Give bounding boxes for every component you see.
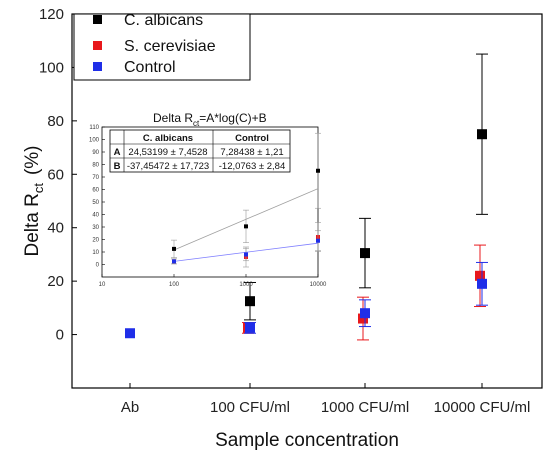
y-tick-label: 60 — [47, 166, 64, 183]
y-tick-label: 120 — [39, 6, 64, 23]
legend-label-control: Control — [124, 59, 176, 76]
data-point-control — [125, 328, 135, 339]
x-tick-label: 100 CFU/ml — [210, 399, 290, 416]
x-tick-label: 10000 CFU/ml — [434, 399, 531, 416]
fit-table-row-a-control: 7,28438 ± 1,21 — [220, 147, 283, 158]
fit-table-header-control: Control — [235, 133, 269, 144]
legend-marker-s-cerevisiae — [93, 41, 102, 50]
inset-y-tick-label: 110 — [89, 125, 99, 131]
y-axis-title-main: Delta R — [22, 193, 43, 256]
inset-title: Delta Rct=A*log(C)+B — [153, 111, 267, 128]
legend-label-c-albicans: C. albicans — [124, 12, 203, 29]
x-tick-label: 1000 CFU/ml — [321, 399, 409, 416]
inset-x-tick-label: 10000 — [310, 282, 327, 288]
legend-label-s-cerevisiae: S. cerevisiae — [124, 38, 216, 55]
inset-data-point-control — [172, 259, 176, 264]
fit-table: C. albicans Control A 24,53199 ± 7,4528 … — [109, 129, 291, 173]
data-point-s-cerevisiae — [358, 313, 368, 324]
legend-box — [73, 13, 251, 81]
inset-data-point-c-albicans — [172, 246, 176, 251]
data-point-control — [477, 278, 487, 289]
data-point-control — [360, 308, 370, 319]
inset-title-sub: ct — [193, 119, 200, 128]
inset-y-tick-label: 30 — [92, 225, 99, 231]
x-axis-title: Sample concentration — [215, 430, 399, 451]
inset-y-tick-label: 10 — [92, 250, 99, 256]
fit-table-header-c-albicans: C. albicans — [143, 133, 193, 144]
inset-title-rest: =A*log(C)+B — [199, 111, 266, 125]
y-tick-label: 0 — [56, 327, 64, 344]
inset-y-tick-label: 90 — [92, 150, 99, 156]
data-point-control — [245, 322, 255, 333]
inset-data-point-c-albicans — [244, 224, 248, 229]
y-axis-title-unit: (%) — [22, 145, 43, 175]
y-axis-title-sub: ct — [31, 183, 46, 194]
legend-marker-c-albicans — [93, 15, 102, 24]
fit-table-row-b-control: -12,0763 ± 2,84 — [219, 161, 286, 172]
inset-y-tick-label: 60 — [92, 188, 99, 194]
legend: C. albicans S. cerevisiae Control — [73, 12, 251, 81]
y-tick-label: 20 — [47, 273, 64, 290]
y-axis-title: Delta Rct (%) — [22, 145, 46, 256]
inset-y-tick-label: 70 — [92, 175, 99, 181]
legend-marker-control — [93, 62, 102, 71]
data-point-c-albicans — [245, 296, 255, 307]
inset-x-tick-label: 1000 — [239, 282, 253, 288]
fit-table-box — [109, 129, 291, 173]
inset-chart: Delta Rct=A*log(C)+B 0 10 20 30 40 50 60 70 80 90… — [89, 111, 327, 288]
fit-table-row-a-c-albicans: 24,53199 ± 7,4528 — [128, 147, 207, 158]
inset-x-tick-label: 100 — [169, 282, 180, 288]
inset-y-tick-label: 20 — [92, 238, 99, 244]
fit-table-row-b-c-albicans: -37,45472 ± 17,723 — [127, 161, 209, 172]
fit-table-row-b-label: B — [114, 161, 121, 172]
y-tick-label: 40 — [47, 220, 64, 237]
plot-frame — [71, 13, 543, 389]
y-tick-label: 80 — [47, 113, 64, 130]
data-point-c-albicans — [477, 129, 487, 140]
inset-y-tick-label: 40 — [92, 213, 99, 219]
inset-data-point-control — [244, 252, 248, 257]
inset-y-tick-label: 0 — [96, 263, 100, 269]
inset-data-point-c-albicans — [316, 168, 320, 173]
data-point-c-albicans — [360, 248, 370, 259]
inset-y-tick-label: 50 — [92, 200, 99, 206]
y-tick-label: 100 — [39, 59, 64, 76]
inset-y-tick-label: 80 — [92, 163, 99, 169]
inset-title-main: Delta R — [153, 111, 193, 125]
inset-y-tick-label: 100 — [89, 138, 100, 144]
x-tick-label: Ab — [121, 399, 139, 416]
fit-table-row-a-label: A — [114, 147, 121, 158]
inset-x-tick-label: 10 — [99, 282, 106, 288]
inset-data-point-control — [316, 238, 320, 243]
data-point-s-cerevisiae — [475, 270, 485, 281]
